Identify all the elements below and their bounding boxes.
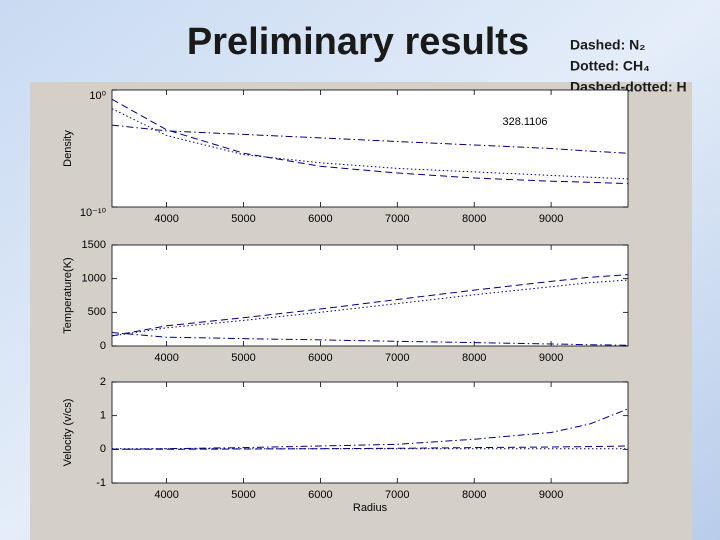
- y-tick-label: -1: [96, 477, 106, 489]
- y-axis-label: Velocity (v/cs): [62, 399, 74, 467]
- y-tick-label: 10⁰: [89, 90, 106, 102]
- data-line: [111, 124, 629, 154]
- data-line: [111, 332, 629, 346]
- y-axis-label: Temperature(K): [62, 257, 74, 333]
- annotation: 328.1106: [502, 116, 547, 128]
- y-tick-label: 1000: [82, 273, 106, 285]
- x-tick-label: 8000: [462, 213, 486, 225]
- x-tick-label: 6000: [308, 352, 332, 364]
- x-tick-label: 7000: [385, 489, 409, 501]
- y-tick-label: 1: [100, 410, 106, 422]
- x-tick-label: 4000: [154, 489, 178, 501]
- x-axis-label: Radius: [353, 502, 388, 514]
- x-tick-label: 9000: [539, 352, 563, 364]
- legend-entry: Dotted: CH₄: [570, 58, 650, 74]
- data-line: [111, 274, 629, 337]
- x-tick-label: 6000: [308, 489, 332, 501]
- y-axis-label: Density: [62, 130, 74, 167]
- y-tick-label: 1500: [82, 239, 106, 251]
- x-tick-label: 9000: [539, 213, 563, 225]
- x-tick-label: 7000: [385, 352, 409, 364]
- plot-area: [111, 381, 629, 484]
- y-tick-label: 0: [100, 443, 106, 455]
- x-tick-label: 4000: [154, 352, 178, 364]
- legend-entry: Dashed: N₂: [570, 37, 645, 53]
- data-line: [111, 98, 629, 185]
- x-tick-label: 4000: [154, 213, 178, 225]
- y-tick-label: 0: [100, 340, 106, 352]
- y-tick-label: 500: [88, 306, 106, 318]
- x-tick-label: 8000: [462, 489, 486, 501]
- plot-area: [111, 244, 629, 347]
- x-tick-label: 8000: [462, 352, 486, 364]
- x-tick-label: 5000: [231, 352, 255, 364]
- x-tick-label: 5000: [231, 213, 255, 225]
- x-tick-label: 5000: [231, 489, 255, 501]
- data-line: [111, 408, 629, 450]
- data-line: [111, 279, 629, 337]
- y-tick-label: 2: [100, 376, 106, 388]
- x-tick-label: 7000: [385, 213, 409, 225]
- x-tick-label: 6000: [308, 213, 332, 225]
- x-tick-label: 9000: [539, 489, 563, 501]
- slide-title: Preliminary results: [187, 21, 529, 63]
- y-tick-label: 10⁻¹⁰: [80, 207, 107, 219]
